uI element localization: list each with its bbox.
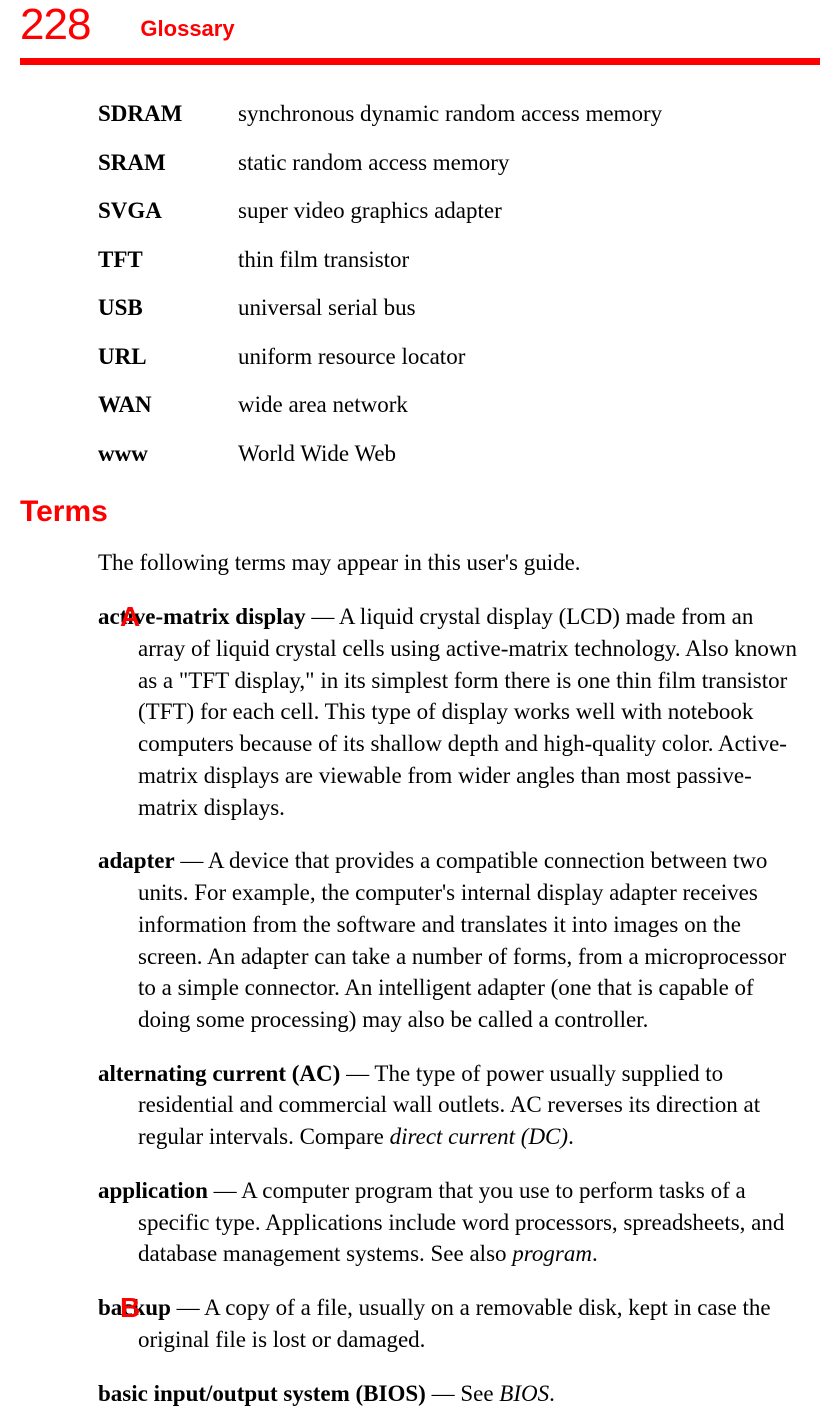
definition-block: B backup — A copy of a file, usually on … (98, 1292, 800, 1355)
abbrev-definition: uniform resource locator (238, 340, 800, 375)
abbrev-term: WAN (98, 388, 238, 423)
abbrev-row: SDRAM synchronous dynamic random access … (98, 97, 800, 132)
abbrev-row: WAN wide area network (98, 388, 800, 423)
abbrev-term: SVGA (98, 194, 238, 229)
abbrev-definition: World Wide Web (238, 437, 800, 472)
terms-intro: The following terms may appear in this u… (98, 547, 800, 579)
term-name: alternating current (AC) (98, 1061, 340, 1086)
abbrev-definition: universal serial bus (238, 291, 800, 326)
abbrev-definition: static random access memory (238, 146, 800, 181)
term-body: — See (426, 1381, 499, 1406)
header-rule (20, 58, 820, 65)
term-body: — A device that provides a compatible co… (138, 848, 786, 1032)
abbrev-row: SVGA super video graphics adapter (98, 194, 800, 229)
content-area: SDRAM synchronous dynamic random access … (0, 97, 840, 471)
page-header: 228 Glossary (0, 0, 840, 58)
term-name: application (98, 1178, 208, 1203)
abbrev-definition: super video graphics adapter (238, 194, 800, 229)
abbrev-row: SRAM static random access memory (98, 146, 800, 181)
definition-backup: backup — A copy of a file, usually on a … (98, 1292, 800, 1355)
abbrev-term: SDRAM (98, 97, 238, 132)
term-body: — A liquid crystal display (LCD) made fr… (138, 604, 797, 819)
term-name: adapter (98, 848, 175, 873)
definition-active-matrix: active-matrix display — A liquid crystal… (98, 601, 800, 823)
terms-content: The following terms may appear in this u… (0, 547, 840, 1409)
term-body: — A copy of a file, usually on a removab… (138, 1295, 771, 1352)
term-body: — A computer program that you use to per… (138, 1178, 784, 1266)
abbrev-definition: thin film transistor (238, 243, 800, 278)
definition-adapter: adapter — A device that provides a compa… (98, 845, 800, 1035)
abbrev-row: URL uniform resource locator (98, 340, 800, 375)
term-name: basic input/output system (BIOS) (98, 1381, 426, 1406)
term-body-post: . (592, 1241, 598, 1266)
term-body-post: . (549, 1381, 555, 1406)
definition-ac: alternating current (AC) — The type of p… (98, 1058, 800, 1153)
abbrev-definition: synchronous dynamic random access memory (238, 97, 800, 132)
abbrev-row: TFT thin film transistor (98, 243, 800, 278)
definition-application: application — A computer program that yo… (98, 1175, 800, 1270)
terms-heading: Terms (20, 495, 840, 529)
abbrev-row: USB universal serial bus (98, 291, 800, 326)
term-xref: direct current (DC) (390, 1124, 568, 1149)
abbrev-term: USB (98, 291, 238, 326)
definition-bios: basic input/output system (BIOS) — See B… (98, 1378, 800, 1409)
chapter-title: Glossary (140, 16, 234, 50)
alpha-letter-a: A (120, 601, 140, 633)
page-number: 228 (20, 0, 90, 50)
abbrev-definition: wide area network (238, 388, 800, 423)
abbrev-term: www (98, 437, 238, 472)
abbrev-term: SRAM (98, 146, 238, 181)
alpha-letter-b: B (120, 1292, 140, 1324)
term-xref: program (512, 1241, 592, 1266)
abbrev-term: URL (98, 340, 238, 375)
term-body-post: . (568, 1124, 574, 1149)
abbrev-term: TFT (98, 243, 238, 278)
abbrev-row: www World Wide Web (98, 437, 800, 472)
term-xref: BIOS (499, 1381, 549, 1406)
definition-block: A active-matrix display — A liquid cryst… (98, 601, 800, 823)
